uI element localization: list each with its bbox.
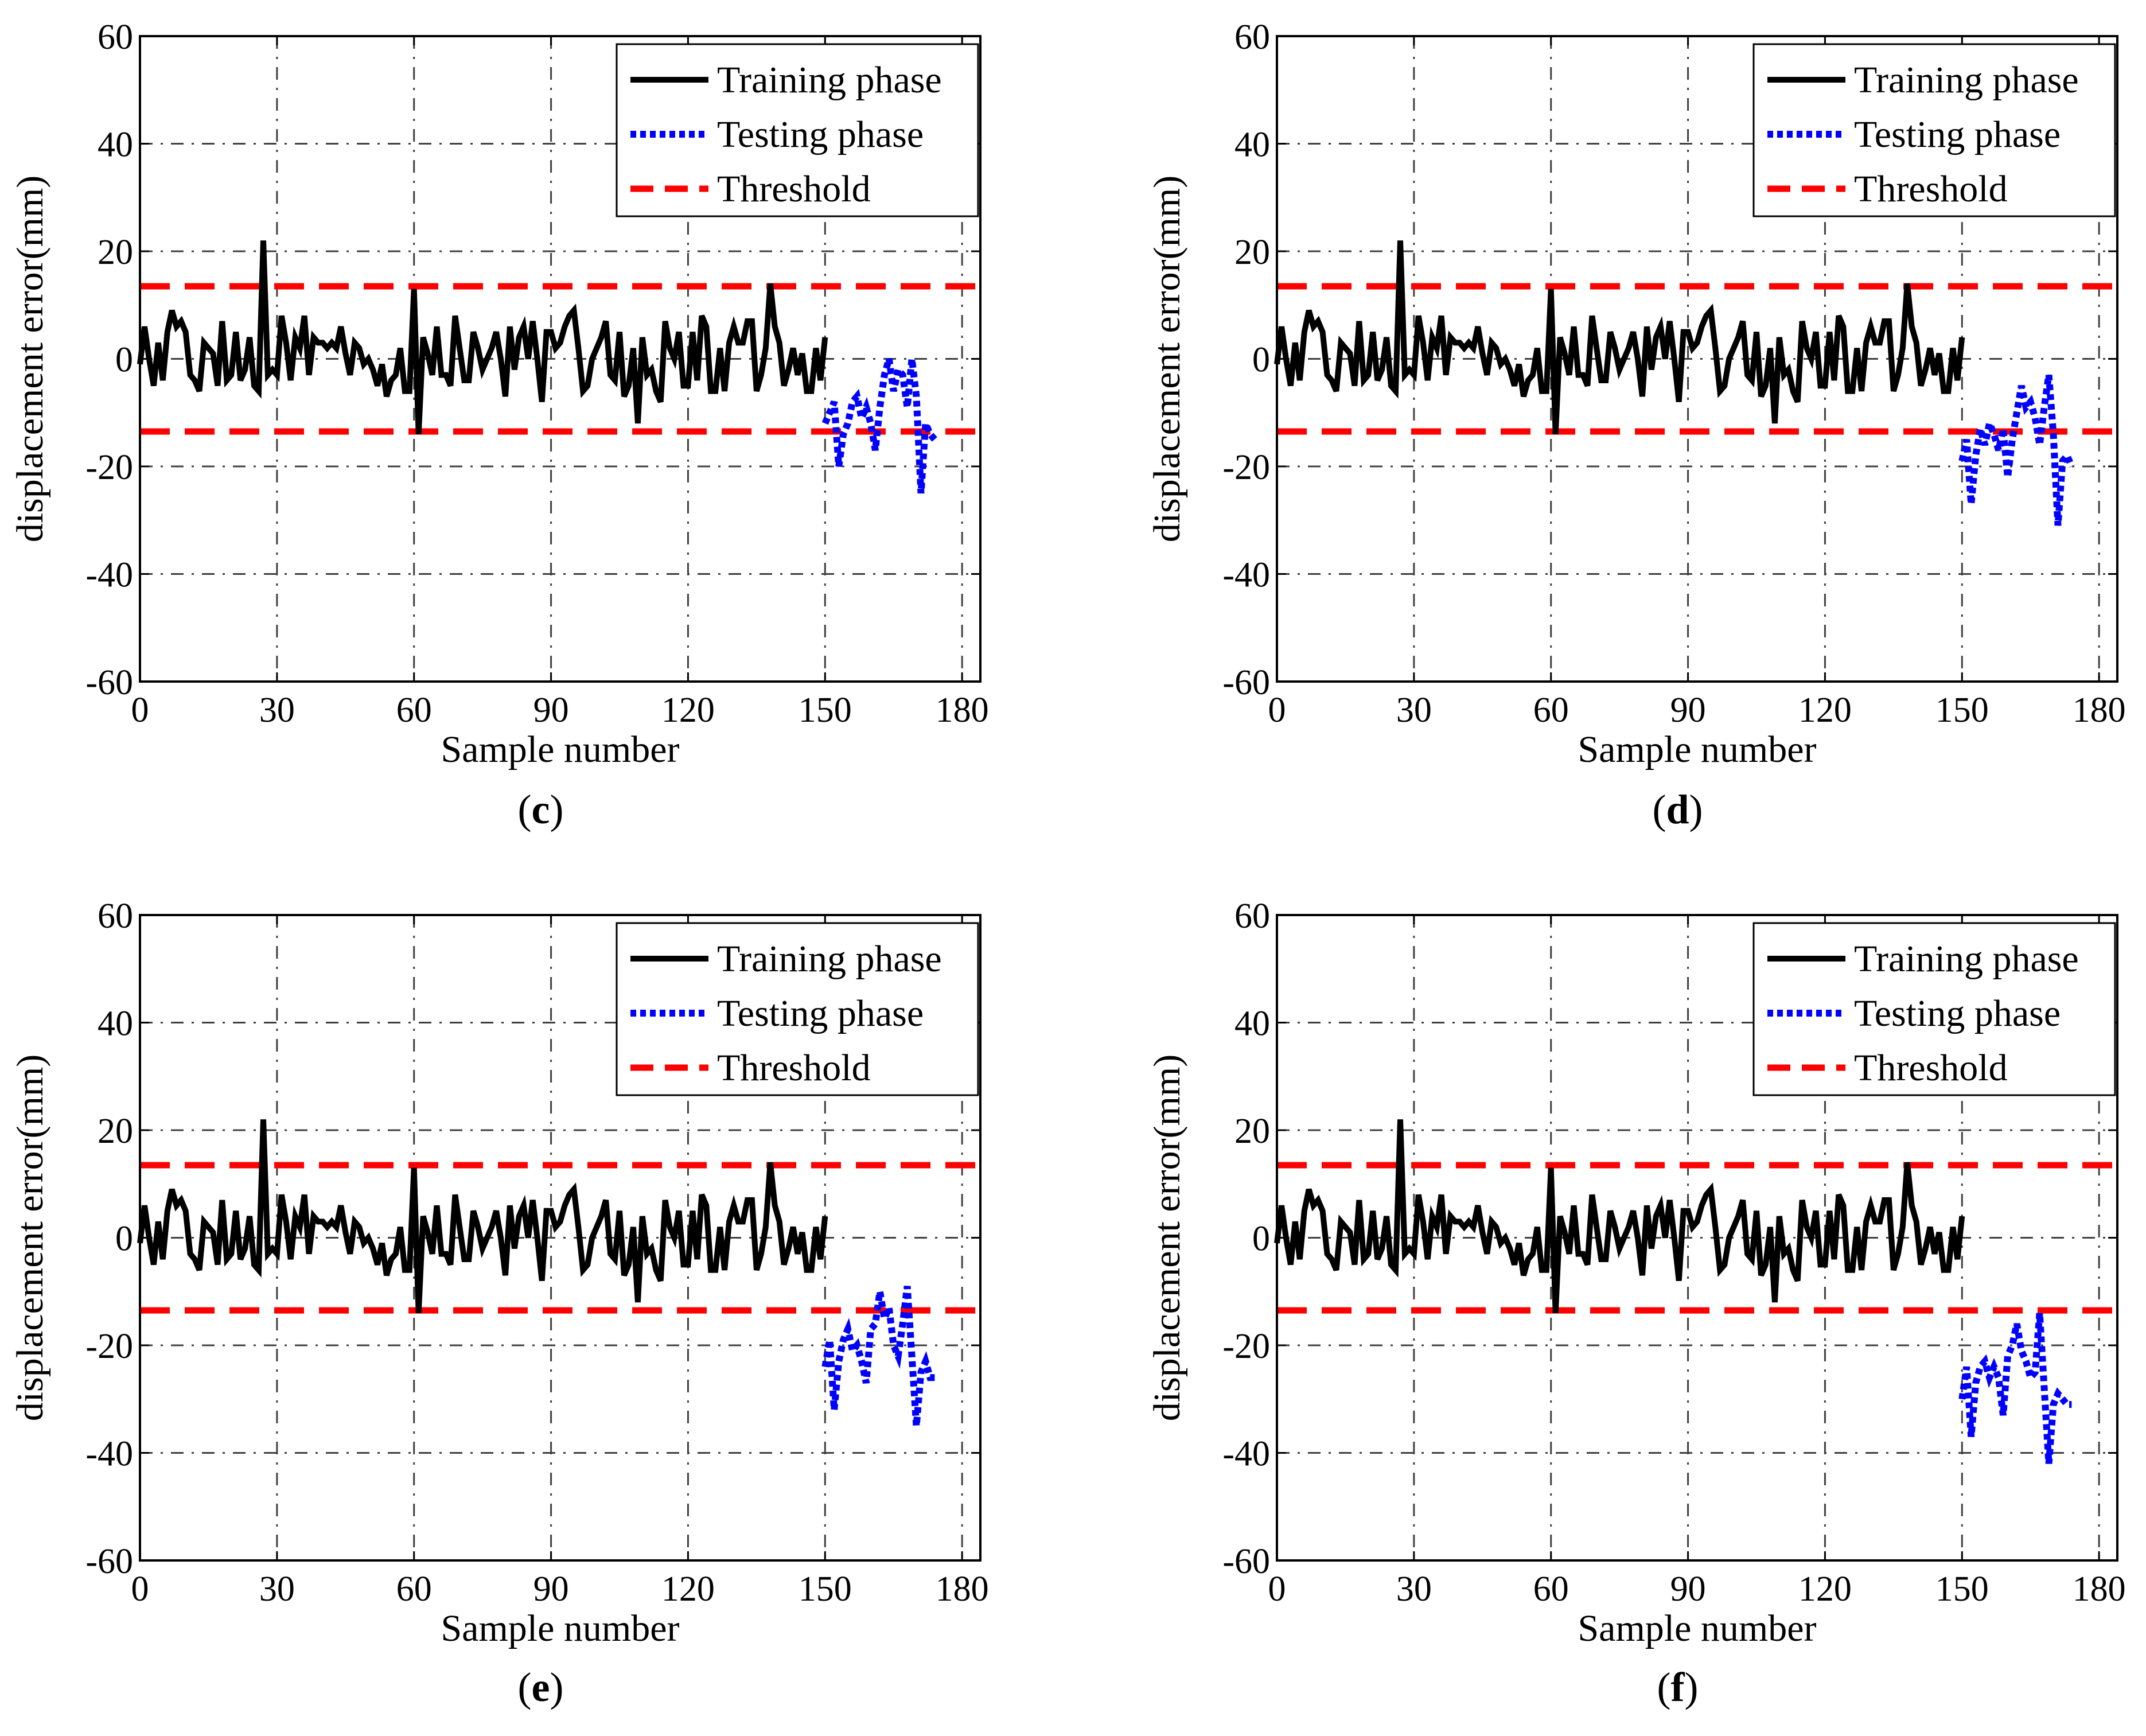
y-tick-label: 20: [98, 1112, 133, 1151]
x-tick-label: 60: [396, 691, 432, 730]
y-tick-label: -20: [85, 448, 133, 487]
x-tick-label: 90: [533, 691, 569, 730]
y-tick-label: 60: [1234, 897, 1270, 936]
x-tick-label: 30: [259, 1570, 295, 1609]
y-tick-label: -60: [85, 1542, 133, 1581]
y-tick-label: -60: [1222, 1542, 1270, 1581]
x-tick-label: 150: [1935, 1570, 1989, 1609]
y-tick-label: -20: [1222, 1327, 1270, 1366]
y-tick-label: -60: [1222, 663, 1270, 702]
y-tick-label: -40: [85, 1435, 133, 1474]
x-tick-label: 180: [936, 1570, 989, 1609]
legend: Training phase Testing phase Threshold: [616, 922, 979, 1096]
y-tick-label: 60: [98, 18, 133, 57]
x-tick-label: 0: [1268, 1570, 1286, 1609]
y-tick-label: 40: [98, 1005, 133, 1044]
legend-threshold-label: Threshold: [1854, 1047, 2008, 1089]
y-axis-title: displacement error(mm): [1146, 1054, 1188, 1422]
y-tick-label: 20: [98, 233, 133, 272]
legend-training-label: Training phase: [1854, 938, 2079, 980]
x-tick-label: 90: [533, 1570, 569, 1609]
x-tick-label: 90: [1670, 691, 1706, 730]
y-tick-label: 0: [1252, 341, 1270, 380]
y-tick-label: 40: [1234, 1005, 1270, 1044]
x-tick-label: 0: [131, 691, 149, 730]
y-tick-label: 40: [1234, 126, 1270, 165]
training-phase-series: [1274, 1119, 1965, 1314]
x-tick-label: 0: [131, 1570, 149, 1609]
x-tick-label: 120: [661, 691, 715, 730]
legend-threshold-label: Threshold: [717, 1047, 871, 1089]
y-tick-label: -40: [85, 556, 133, 595]
x-tick-label: 180: [936, 691, 989, 730]
legend-threshold-label: Threshold: [1854, 168, 2008, 210]
y-tick-label: 0: [115, 1220, 133, 1259]
y-axis-title: displacement error(mm): [1146, 176, 1188, 543]
x-tick-label: 150: [799, 691, 852, 730]
x-tick-label: 120: [1798, 691, 1852, 730]
testing-phase-series: [1958, 374, 2075, 526]
x-tick-label: 30: [259, 691, 295, 730]
y-tick-label: 60: [1234, 18, 1270, 57]
y-axis-title: displacement error(mm): [9, 1054, 51, 1422]
legend-testing-label: Testing phase: [1854, 992, 2061, 1034]
legend-training-label: Training phase: [717, 59, 942, 101]
y-tick-label: -20: [1222, 448, 1270, 487]
legend: Training phase Testing phase Threshold: [616, 43, 979, 217]
legend-testing-label: Testing phase: [1854, 114, 2061, 155]
x-tick-label: 0: [1268, 691, 1286, 730]
x-axis-title: Sample number: [441, 729, 679, 770]
x-tick-label: 180: [2073, 1570, 2126, 1609]
x-tick-label: 30: [1396, 1570, 1432, 1609]
y-tick-label: -40: [1222, 1435, 1270, 1474]
y-tick-label: 60: [98, 897, 133, 936]
testing-phase-series: [821, 357, 937, 494]
x-tick-label: 120: [661, 1570, 715, 1609]
panel-label: (f): [1657, 1664, 1699, 1710]
y-tick-label: 0: [115, 341, 133, 380]
y-tick-label: 20: [1234, 1112, 1270, 1151]
y-tick-label: 0: [1252, 1220, 1270, 1259]
x-axis-title: Sample number: [441, 1607, 679, 1649]
panel-label: (e): [518, 1664, 564, 1710]
legend-testing-label: Testing phase: [717, 992, 924, 1034]
x-tick-label: 90: [1670, 1570, 1706, 1609]
legend: Training phase Testing phase Threshold: [1752, 922, 2116, 1096]
x-tick-label: 60: [396, 1570, 432, 1609]
training-phase-series: [137, 1119, 828, 1314]
x-tick-label: 180: [2073, 691, 2126, 730]
panel-label: (c): [518, 787, 564, 832]
legend: Training phase Testing phase Threshold: [1752, 43, 2116, 217]
legend-threshold-label: Threshold: [717, 168, 871, 210]
testing-phase-series: [821, 1286, 935, 1427]
y-tick-label: -20: [85, 1327, 133, 1366]
legend-testing-label: Testing phase: [717, 114, 924, 155]
testing-phase-series: [1958, 1313, 2072, 1464]
x-tick-label: 120: [1798, 1570, 1852, 1609]
x-tick-label: 60: [1533, 691, 1569, 730]
x-tick-label: 150: [1935, 691, 1989, 730]
x-tick-label: 60: [1533, 1570, 1569, 1609]
legend-training-label: Training phase: [717, 938, 942, 980]
y-tick-label: -40: [1222, 556, 1270, 595]
x-tick-label: 150: [799, 1570, 852, 1609]
training-phase-series: [1274, 240, 1965, 435]
y-tick-label: 20: [1234, 233, 1270, 272]
training-phase-series: [137, 240, 828, 435]
y-axis-title: displacement error(mm): [9, 176, 51, 543]
x-axis-title: Sample number: [1578, 729, 1816, 770]
legend-training-label: Training phase: [1854, 59, 2079, 101]
x-tick-label: 30: [1396, 691, 1432, 730]
panel-label: (d): [1652, 787, 1703, 832]
y-tick-label: -60: [85, 663, 133, 702]
y-tick-label: 40: [98, 126, 133, 165]
x-axis-title: Sample number: [1578, 1607, 1816, 1649]
